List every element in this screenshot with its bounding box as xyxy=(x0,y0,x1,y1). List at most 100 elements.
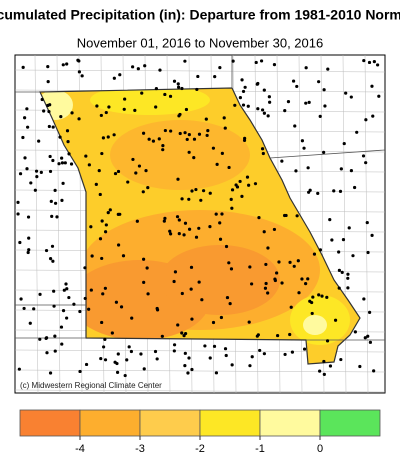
station-dot xyxy=(194,187,198,192)
station-dot xyxy=(292,264,296,268)
station-dot xyxy=(53,349,57,353)
station-dot xyxy=(53,334,57,338)
station-dot xyxy=(16,212,20,216)
station-dot xyxy=(180,197,184,201)
station-dot xyxy=(339,167,343,171)
station-dot xyxy=(267,95,271,99)
station-dot xyxy=(114,300,119,304)
station-dot xyxy=(45,351,49,355)
station-dot xyxy=(155,306,159,311)
station-dot xyxy=(295,214,299,218)
station-dot xyxy=(118,73,122,77)
station-dot xyxy=(144,169,148,173)
station-dot xyxy=(347,226,351,230)
station-dot xyxy=(262,88,266,92)
station-dot xyxy=(142,257,146,261)
station-dot xyxy=(363,336,367,340)
station-dot xyxy=(176,323,180,327)
station-dot xyxy=(23,116,27,120)
station-dot xyxy=(65,129,70,133)
station-dot xyxy=(240,194,244,198)
station-dot xyxy=(115,370,120,374)
station-dot xyxy=(102,345,106,349)
station-dot xyxy=(196,74,200,79)
station-dot xyxy=(339,357,343,362)
station-dot xyxy=(349,168,354,173)
station-dot xyxy=(178,131,182,136)
station-dot xyxy=(180,291,184,296)
station-dot xyxy=(29,181,33,185)
station-dot xyxy=(47,124,51,129)
station-dot xyxy=(145,266,149,270)
station-dot xyxy=(310,311,314,316)
station-dot xyxy=(362,297,366,301)
station-dot xyxy=(106,211,110,215)
station-dot xyxy=(307,100,311,104)
station-dot xyxy=(340,270,344,274)
station-dot xyxy=(247,320,251,324)
station-dot xyxy=(187,227,192,231)
station-dot xyxy=(300,277,304,281)
station-dot xyxy=(61,63,65,67)
station-dot xyxy=(123,373,127,378)
station-dot xyxy=(192,137,197,141)
station-dot xyxy=(332,189,336,193)
station-dot xyxy=(51,259,55,263)
map-frame: (c) Midwestern Regional Climate Center xyxy=(14,54,386,394)
station-dot xyxy=(320,294,324,298)
station-dot xyxy=(203,344,207,348)
station-dot xyxy=(296,259,300,263)
station-dot xyxy=(211,320,216,325)
station-dot xyxy=(103,286,107,290)
station-dot xyxy=(154,86,158,91)
station-dot xyxy=(177,232,181,236)
station-dot xyxy=(190,189,194,193)
station-dot xyxy=(187,197,191,201)
station-dot xyxy=(182,233,186,237)
station-dot xyxy=(223,347,228,351)
station-dot xyxy=(234,183,238,187)
station-dot xyxy=(175,215,180,219)
station-dot xyxy=(48,169,53,174)
station-dot xyxy=(162,219,166,223)
station-dot xyxy=(84,362,89,367)
station-dot xyxy=(245,175,250,179)
station-dot xyxy=(283,109,287,113)
station-dot xyxy=(59,325,64,329)
station-dot xyxy=(46,65,50,69)
station-dot xyxy=(276,333,280,338)
station-dot xyxy=(77,70,81,74)
station-dot xyxy=(183,59,187,63)
station-dot xyxy=(38,292,42,296)
station-dot xyxy=(122,107,126,111)
station-dot xyxy=(25,167,29,171)
station-dot xyxy=(127,345,131,349)
station-dot xyxy=(294,169,298,173)
station-dot xyxy=(189,287,193,291)
station-dot xyxy=(18,240,22,245)
station-dot xyxy=(154,105,158,109)
station-dot xyxy=(143,64,147,68)
station-dot xyxy=(229,267,234,271)
station-dot xyxy=(141,190,145,194)
station-dot xyxy=(101,292,105,296)
station-dot xyxy=(53,188,57,192)
station-dot xyxy=(277,260,281,264)
station-dot xyxy=(185,137,189,142)
station-dot xyxy=(62,288,66,292)
station-dot xyxy=(125,358,129,362)
station-dot xyxy=(19,297,23,301)
station-dot xyxy=(344,91,348,95)
station-dot xyxy=(208,224,212,229)
station-dot xyxy=(266,114,270,118)
station-dot xyxy=(110,331,114,335)
credit: (c) Midwestern Regional Climate Center xyxy=(20,381,162,390)
station-dot xyxy=(288,260,292,264)
station-dot xyxy=(318,248,323,252)
map-subtitle: November 01, 2016 to November 30, 2016 xyxy=(77,35,323,50)
station-dot xyxy=(317,80,321,84)
station-dot xyxy=(177,218,181,222)
station-dot xyxy=(230,206,234,210)
station-dot xyxy=(310,300,314,305)
